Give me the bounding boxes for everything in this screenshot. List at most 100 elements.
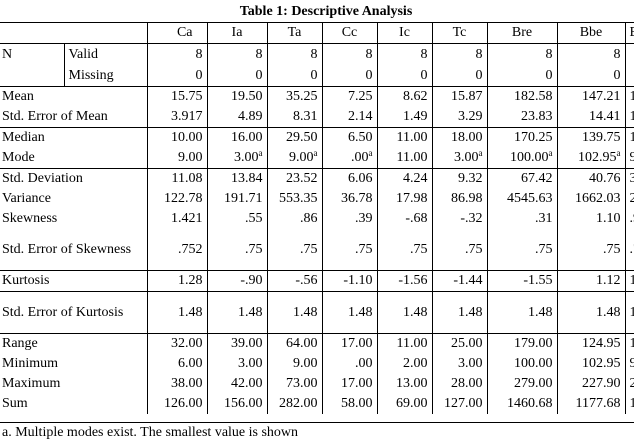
table-cell: -1.56 [376,270,432,292]
cell-value: 8.62 [403,89,428,104]
table-cell: 64.00 [266,333,322,354]
row-sublabel: Valid [63,43,147,65]
header-row: Ca Ia Ta Cc Ic Tc Bre Bbe Bbc [0,22,634,44]
table-row: Std. Deviation 11.08 13.84 23.52 6.06 4.24 9.3… [0,168,634,189]
table-cell: 1.48 [206,291,267,334]
cell-value: -1.10 [343,273,373,288]
table-cell: 32.00 [146,333,207,354]
row-label: Maximum [2,376,61,391]
table-cell: 39.00 [206,333,267,354]
cell-value: 127.00 [444,396,483,411]
table-cell: .75 [266,229,322,271]
table-cell: 1.49 [376,107,432,128]
col-header: Ta [266,22,322,44]
table-cell: 182.58 [486,86,557,107]
cell-value: -1.56 [398,273,428,288]
cell-value: 1.49 [403,109,428,124]
cell-value: 11.00 [396,150,428,165]
cell-value: 19.50 [231,89,263,104]
table-cell: .75 [624,229,634,271]
cell-value: 0 [545,67,553,83]
cell-value: 17.00 [341,376,373,391]
cell-value: 15.87 [451,89,483,104]
cell-value: 3.29 [458,109,483,124]
table-cell: 1662.03 [556,189,625,209]
col-header: Ia [206,22,267,44]
table-cell: 3.00 [431,354,487,374]
row-label: Std. Error of Skewness [2,242,132,257]
cell-value: 1662.03 [575,191,621,206]
cell-value: 1.28 [178,273,203,288]
table-cell: 15.75 [146,86,207,107]
cell-value: -.90 [240,273,263,288]
table-cell: 215.75 [624,374,634,394]
cell-value: 156.00 [224,396,263,411]
cell-value: 1.48 [596,304,621,320]
cell-value: .00 [355,356,373,371]
table-cell: .75 [556,229,625,271]
row-label: Std. Error of Mean [2,109,108,124]
cell-value: 1177.68 [575,396,621,411]
table-cell: .752 [146,229,207,271]
table-cell: 122.78 [146,189,207,209]
cell-value: 8.31 [293,109,318,124]
table-cell: 18.00 [431,127,487,148]
table-cell: .75 [431,229,487,271]
cell-value: 3.917 [171,109,203,124]
cell-value: 3.00 [458,356,483,371]
table-cell: 8 [624,43,634,65]
cell-value: .39 [355,211,373,226]
table-cell: 6.00 [146,354,207,374]
table-cell: 8.31 [266,107,322,128]
cell-value: 100.00 [514,356,553,371]
table-cell: 1177.68 [556,394,625,414]
table-cell: 1120.32 [624,394,634,414]
table-cell: 11.00 [376,333,432,354]
table-cell: 8 [321,43,377,65]
table-cell: 25.00 [431,333,487,354]
col-header: Bbc [624,22,634,44]
table-cell: 147.21 [556,86,625,107]
table-cell: 102.95 [556,354,625,374]
cell-value: 179.00 [514,336,553,351]
table-cell: 1.48 [624,291,634,334]
table-row: Variance 122.78 191.71 553.35 36.78 17.98 86.9… [0,189,634,209]
table-cell: 1460.68 [486,394,557,414]
cell-value: 0 [195,67,203,83]
row-label: Median [0,127,147,148]
cell-value: .75 [629,241,634,257]
table-cell: 38.38 [624,168,634,189]
cell-value: 3.00 [454,150,479,165]
cell-value: 102.95 [578,150,617,165]
table-cell: 2.00 [376,354,432,374]
table-cell: 8 [206,43,267,65]
table-cell: .39 [321,209,377,229]
cell-value: .31 [535,211,553,226]
cell-value: 38.38 [630,171,634,186]
table-row: Missing000000000 [0,65,634,87]
table-cell: 0 [376,65,432,87]
table-cell: 2.14 [321,107,377,128]
table-cell: 6.50 [321,127,377,148]
cell-value: 1.13 [630,273,634,288]
table-cell: 4545.63 [486,189,557,209]
table-cell: 127.00 [431,394,487,414]
table-cell: 3.00 [206,354,267,374]
cell-value: .00 [351,150,369,165]
table-cell: 40.76 [556,168,625,189]
cell-value: 3.00 [238,356,263,371]
table-cell: 0 [206,65,267,87]
row-label: Std. Error of Kurtosis [0,291,147,334]
cell-value: 102.95 [582,356,621,371]
table-row: Sum 126.00 156.00 282.00 58.00 69.00 127.00 146… [0,394,634,414]
table-row: Median 10.00 16.00 29.50 6.50 11.00 18.00 170.2… [0,127,634,148]
cell-value: 131.62 [630,130,634,145]
cell-value: 120.00 [630,336,634,351]
table-cell: 23.83 [486,107,557,128]
cell-value: 6.00 [178,356,203,371]
cell-value: .75 [410,241,428,257]
table-cell: -1.10 [321,270,377,292]
cell-value: 553.35 [279,191,318,206]
table-cell: 8 [486,43,557,65]
table-row: Std. Error of Skewness .752 .75 .75 .75 .75 .7… [0,229,634,271]
